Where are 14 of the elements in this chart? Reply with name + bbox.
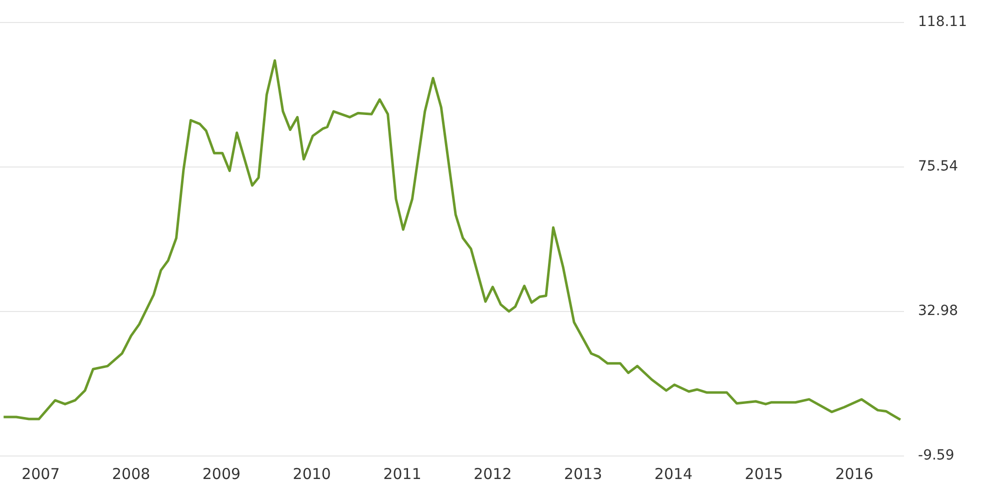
- x-tick-label: 2010: [292, 464, 331, 483]
- x-tick-label: 2008: [112, 464, 150, 483]
- x-tick-label: 2007: [22, 464, 60, 483]
- x-tick-label: 2015: [744, 464, 783, 483]
- x-tick-label: 2011: [383, 464, 422, 483]
- x-tick-label: 2009: [202, 464, 241, 483]
- x-tick-label: 2013: [564, 464, 602, 483]
- y-tick-label: 32.98: [918, 303, 958, 320]
- x-tick-label: 2016: [835, 464, 874, 483]
- x-tick-label: 2012: [474, 464, 512, 483]
- y-tick-label: -9.59: [918, 448, 954, 464]
- y-tick-label: 118.11: [918, 14, 968, 30]
- x-tick-label: 2014: [654, 464, 693, 483]
- y-tick-label: 75.54: [918, 158, 958, 175]
